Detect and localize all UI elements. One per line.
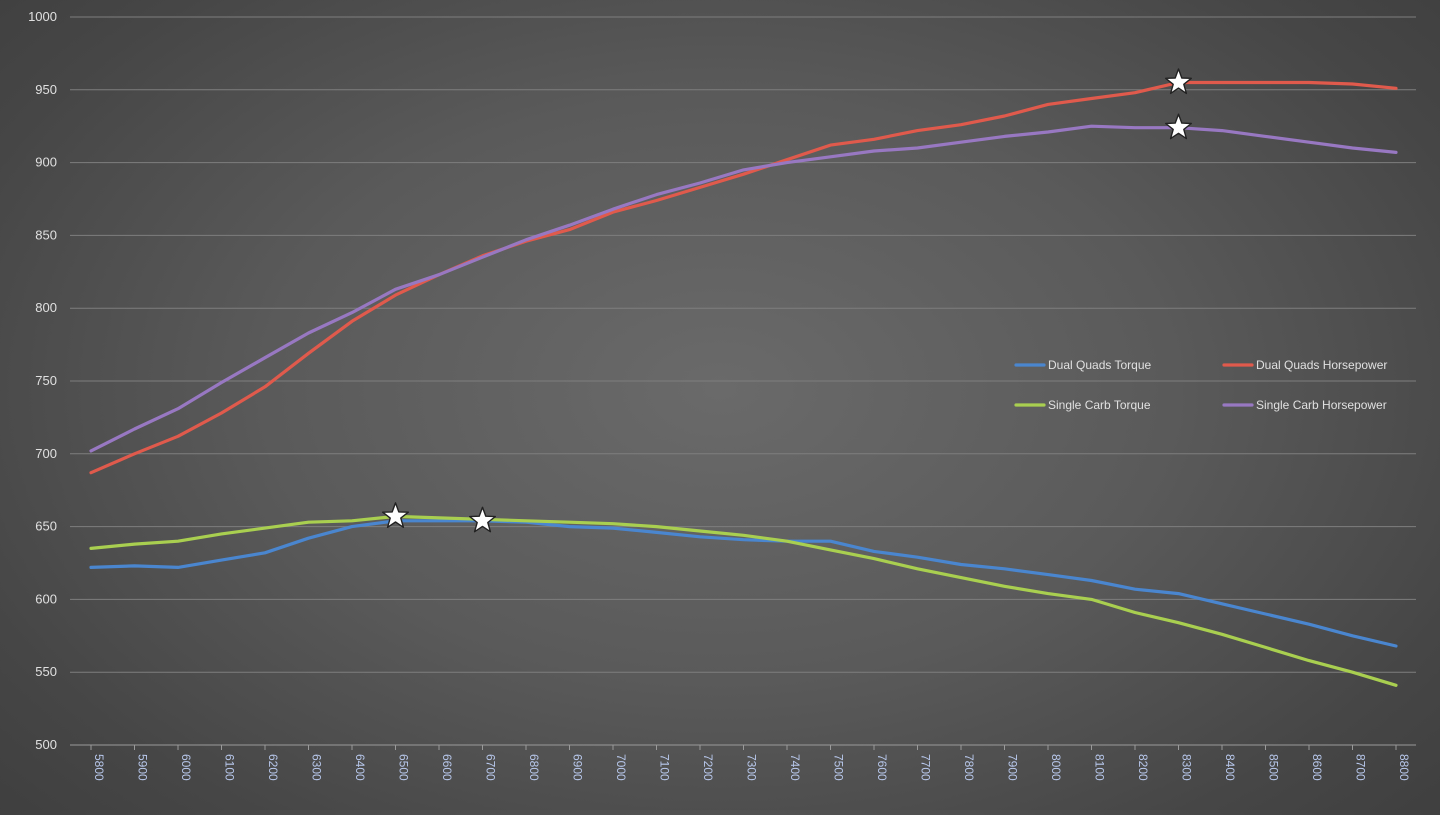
legend-label: Dual Quads Horsepower (1256, 358, 1387, 372)
y-tick-label: 750 (35, 373, 57, 388)
x-tick-label: 7800 (962, 754, 976, 781)
y-tick-label: 700 (35, 446, 57, 461)
legend-item: Dual Quads Torque (1014, 358, 1152, 372)
series-line-dual-quads-torque (89, 519, 1398, 648)
legend-label: Single Carb Torque (1048, 398, 1151, 412)
peak-star-marker (382, 502, 409, 528)
x-tick-label: 8600 (1310, 754, 1324, 781)
x-tick-label: 7300 (745, 754, 759, 781)
y-tick-label: 600 (35, 591, 57, 606)
x-tick-label: 6100 (223, 754, 237, 781)
peak-star-marker (469, 506, 496, 533)
x-tick-label: 7000 (614, 754, 628, 781)
series-lines (89, 80, 1398, 687)
y-tick-label: 650 (35, 519, 57, 534)
legend-item: Single Carb Torque (1014, 398, 1151, 412)
x-tick-label: 6200 (266, 754, 280, 781)
series-line-single-carb-torque (89, 514, 1398, 687)
peak-markers (382, 68, 1192, 533)
gridlines (70, 16, 1416, 746)
legend-item: Single Carb Horsepower (1222, 398, 1387, 412)
x-tick-label: 8200 (1136, 754, 1150, 781)
legend-item: Dual Quads Horsepower (1222, 358, 1387, 372)
y-tick-label: 500 (35, 737, 57, 752)
y-tick-label: 550 (35, 664, 57, 679)
x-tick-label: 7600 (875, 754, 889, 781)
legend: Dual Quads Torque Dual Quads Horsepower Si… (1014, 358, 1387, 412)
legend-label: Dual Quads Torque (1048, 358, 1152, 372)
x-tick-label: 7100 (658, 754, 672, 781)
y-tick-label: 900 (35, 155, 57, 170)
x-tick-label: 8100 (1093, 754, 1107, 781)
y-tick-label: 800 (35, 300, 57, 315)
y-tick-label: 950 (35, 82, 57, 97)
legend-label: Single Carb Horsepower (1256, 398, 1387, 412)
peak-star-marker (1165, 68, 1192, 95)
x-tick-label: 8400 (1223, 754, 1237, 781)
x-tick-label: 7900 (1006, 754, 1020, 781)
x-tick-label: 6300 (310, 754, 324, 781)
x-tick-label: 6900 (571, 754, 585, 781)
series-line-dual-quads-horsepower (89, 80, 1398, 475)
x-tick-label: 5800 (92, 754, 106, 781)
peak-star-marker (1165, 113, 1192, 140)
x-tick-label: 6800 (527, 754, 541, 781)
x-tick-label: 7200 (701, 754, 715, 781)
x-tick-label: 8700 (1354, 754, 1368, 781)
x-tick-label: 7400 (788, 754, 802, 781)
y-tick-label: 850 (35, 227, 57, 242)
x-axis: 5800 5900 6000 6100 6200 6300 6400 6500 6600 6700… (90, 745, 1411, 781)
x-tick-label: 5900 (136, 754, 150, 781)
x-tick-label: 6600 (440, 754, 454, 781)
x-tick-label: 7500 (832, 754, 846, 781)
y-axis: 500 550 600 650 700 750 800 850 900 950 1000 (28, 9, 57, 752)
x-tick-label: 8800 (1397, 754, 1411, 781)
x-tick-label: 8000 (1049, 754, 1063, 781)
x-tick-label: 7700 (919, 754, 933, 781)
x-tick-label: 6500 (397, 754, 411, 781)
x-tick-label: 8300 (1180, 754, 1194, 781)
x-tick-label: 8500 (1267, 754, 1281, 781)
y-tick-label: 1000 (28, 9, 57, 24)
x-tick-label: 6400 (353, 754, 367, 781)
x-tick-label: 6700 (484, 754, 498, 781)
x-tick-label: 6000 (179, 754, 193, 781)
